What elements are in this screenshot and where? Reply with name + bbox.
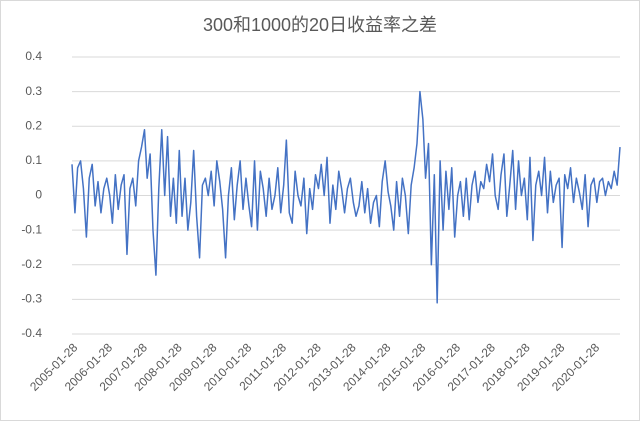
y-tick-label: 0 <box>35 188 42 202</box>
y-tick-label: 0.1 <box>25 153 42 167</box>
y-tick-label: -0.1 <box>21 222 42 236</box>
y-tick-label: -0.2 <box>21 257 42 271</box>
y-tick-label: 0.2 <box>25 118 42 132</box>
data-line <box>71 90 621 304</box>
chart-title: 300和1000的20日收益率之差 <box>203 15 437 35</box>
y-tick-label: 0.3 <box>25 84 42 98</box>
y-tick-label: -0.4 <box>21 326 42 340</box>
y-tick-label: 0.4 <box>25 49 42 63</box>
y-tick-label: -0.3 <box>21 292 42 306</box>
